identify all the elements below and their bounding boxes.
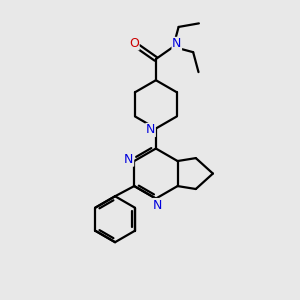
Text: O: O	[129, 37, 139, 50]
Text: N: N	[153, 199, 162, 212]
Text: N: N	[172, 38, 182, 50]
Text: N: N	[146, 124, 155, 136]
Text: N: N	[124, 153, 134, 166]
